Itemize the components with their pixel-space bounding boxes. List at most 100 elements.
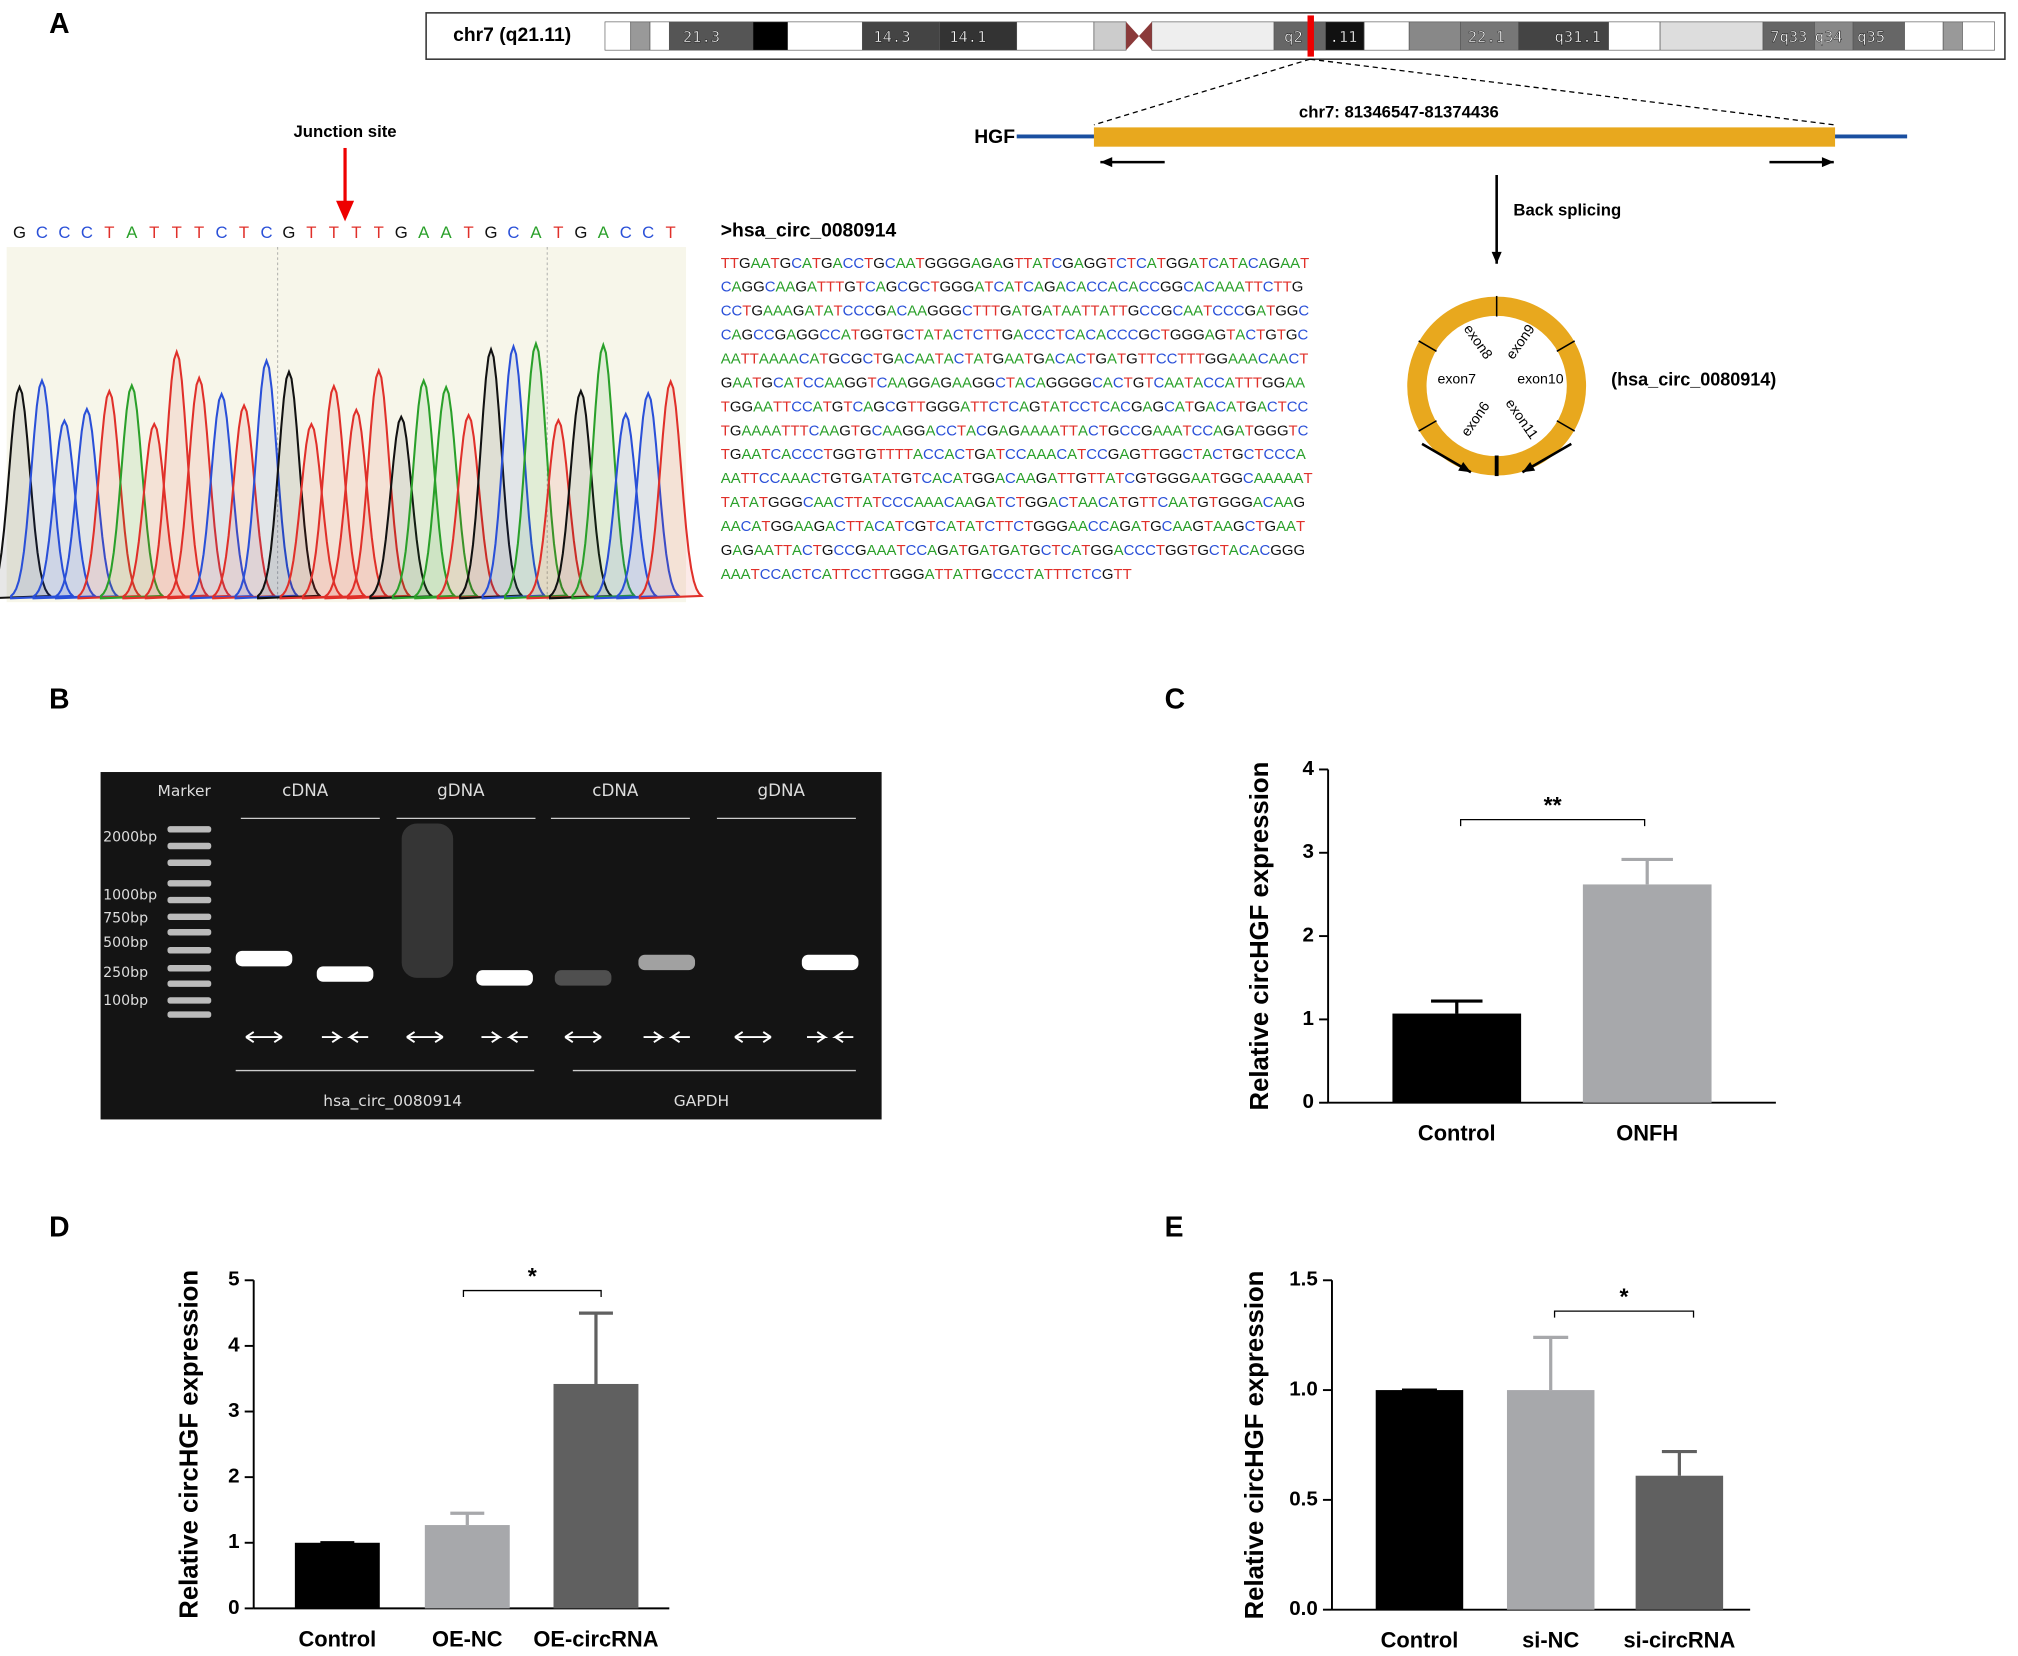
- bar: [424, 1525, 510, 1609]
- exon-label: exon10: [1517, 370, 1564, 386]
- bar: [553, 1383, 639, 1609]
- panel-label: A: [49, 7, 69, 39]
- x-tick-label: OE-circRNA: [533, 1626, 658, 1651]
- gel: [100, 772, 882, 1120]
- bar: [1506, 1390, 1595, 1610]
- x-tick-label: Control: [1381, 1628, 1459, 1653]
- bar: [1375, 1390, 1464, 1610]
- sequence-line: TGGAATTCCATGTCAGCGTTGGGATTCTCAGTATCCTCAC…: [721, 398, 1309, 415]
- ladder-band: [167, 842, 212, 850]
- significance-bracket: [1459, 818, 1646, 827]
- error-bar: [450, 1511, 485, 1526]
- ideogram-band: [630, 21, 651, 51]
- ideogram-band: [1093, 21, 1127, 51]
- gel-band: [554, 970, 612, 986]
- y-tick-label: 0: [1302, 1090, 1313, 1113]
- locus-marker: [1307, 15, 1314, 57]
- trace-peak: [391, 377, 457, 600]
- y-tick-label: 1: [1302, 1007, 1313, 1030]
- band-label: 14.1: [949, 28, 986, 46]
- size-label: 100bp: [103, 993, 148, 1009]
- y-tick-label: 3: [228, 1399, 239, 1422]
- x-tick-label: ONFH: [1616, 1121, 1678, 1146]
- band-label: q34: [1815, 28, 1843, 46]
- ideogram-band: [1325, 21, 1365, 51]
- circ-name: (hsa_circ_0080914): [1611, 370, 1776, 390]
- trace-peak: [77, 388, 143, 600]
- arrow-head: [1821, 157, 1834, 168]
- trace-peak: [144, 348, 210, 600]
- ladder-band: [167, 965, 212, 972]
- lane-label: cDNA: [282, 780, 329, 800]
- lane-label: cDNA: [592, 780, 639, 800]
- sequence-line: GAATGCATCCAAGGTCAAGGAGAAGGCTACAGGGGCACTG…: [721, 374, 1305, 391]
- size-label: 1000bp: [103, 888, 157, 904]
- bar: [1582, 884, 1712, 1103]
- lane-label: gDNA: [758, 780, 806, 800]
- ideogram-band: [1904, 21, 1944, 51]
- x-tick-label: Control: [298, 1626, 376, 1651]
- exon-label: exon7: [1438, 370, 1477, 386]
- trace-peak: [616, 390, 682, 600]
- gel-band: [638, 954, 696, 971]
- ideogram-band: [668, 21, 754, 51]
- y-tick-label: 2: [228, 1465, 239, 1488]
- y-tick-label: 1.0: [1289, 1378, 1318, 1401]
- sequence-line: CAGCCGAGGCCATGGTGCTATACTCTTGACCCTCACACCC…: [721, 327, 1309, 344]
- ideogram-band: [787, 21, 863, 51]
- sequence-line: CCTGAAAGATATCCCGACAAGGGCTTTGATGATAATTATT…: [721, 303, 1310, 320]
- exon-boundary: [1556, 420, 1576, 432]
- panel-label: C: [1165, 683, 1185, 715]
- band-label: q31.1: [1554, 28, 1600, 46]
- y-tick-label: 0.5: [1289, 1487, 1318, 1510]
- ideogram-band: [1852, 21, 1905, 51]
- exon-boundary: [1418, 420, 1437, 432]
- x-tick-label: si-circRNA: [1623, 1628, 1735, 1653]
- arrow-head: [336, 200, 355, 222]
- y-tick-label: 2: [1302, 924, 1313, 947]
- x-tick-label: OE-NC: [432, 1626, 503, 1651]
- error-bar: [1533, 1335, 1569, 1391]
- sequence-line: AACATGGAAGACTTACATCGTCATATCTTCTGGGAACCAG…: [721, 518, 1305, 535]
- junction-label: Junction site: [293, 122, 396, 141]
- ideogram-band: [1762, 21, 1815, 51]
- arrow-head: [1491, 251, 1502, 264]
- size-label: 250bp: [103, 965, 148, 981]
- sequence-line: TTGAATGCATGACCTGCAATGGGGAGAGTTATCGAGGTCT…: [721, 255, 1309, 272]
- arrow-head: [1100, 157, 1113, 168]
- sequence-line: CAGGCAAGATTTGTCAGCGCTGGGATCATCAGACACCACA…: [721, 279, 1304, 296]
- zoom-line: [1093, 58, 1311, 126]
- back-splicing: Back splicing: [1513, 200, 1621, 219]
- ideogram-band: [939, 21, 1018, 51]
- ladder-band: [167, 880, 212, 887]
- ideogram-band: [1814, 21, 1854, 51]
- primer-glyph: [245, 1031, 283, 1044]
- band-label: 21.3: [683, 28, 720, 46]
- trace-peak: [234, 357, 300, 600]
- gel-band: [801, 954, 859, 971]
- ideogram-band: [1659, 21, 1764, 51]
- gel-smear: [401, 823, 454, 978]
- band-label: q35: [1857, 28, 1885, 46]
- exon-boundary: [1556, 340, 1576, 352]
- gene-region: [1093, 127, 1836, 147]
- ideogram-band: [1608, 21, 1661, 51]
- y-tick-label: 0: [228, 1596, 239, 1619]
- trace-peak: [436, 412, 503, 600]
- band-label: 22.1: [1468, 28, 1505, 46]
- gel-band: [316, 966, 374, 982]
- ladder-band: [167, 980, 212, 987]
- trace-bg: [6, 247, 687, 603]
- gene-name: HGF: [974, 127, 1015, 148]
- size-label: 500bp: [103, 935, 148, 951]
- ideogram-band: [604, 21, 632, 51]
- arrow-head: [1522, 461, 1536, 473]
- exon-boundary: [1418, 340, 1437, 352]
- x-tick-label: Control: [1418, 1121, 1496, 1146]
- primer-glyph: [321, 1031, 369, 1044]
- primer-glyph: [734, 1031, 772, 1044]
- trace-peak: [638, 378, 704, 600]
- x-tick-label: si-NC: [1522, 1628, 1579, 1653]
